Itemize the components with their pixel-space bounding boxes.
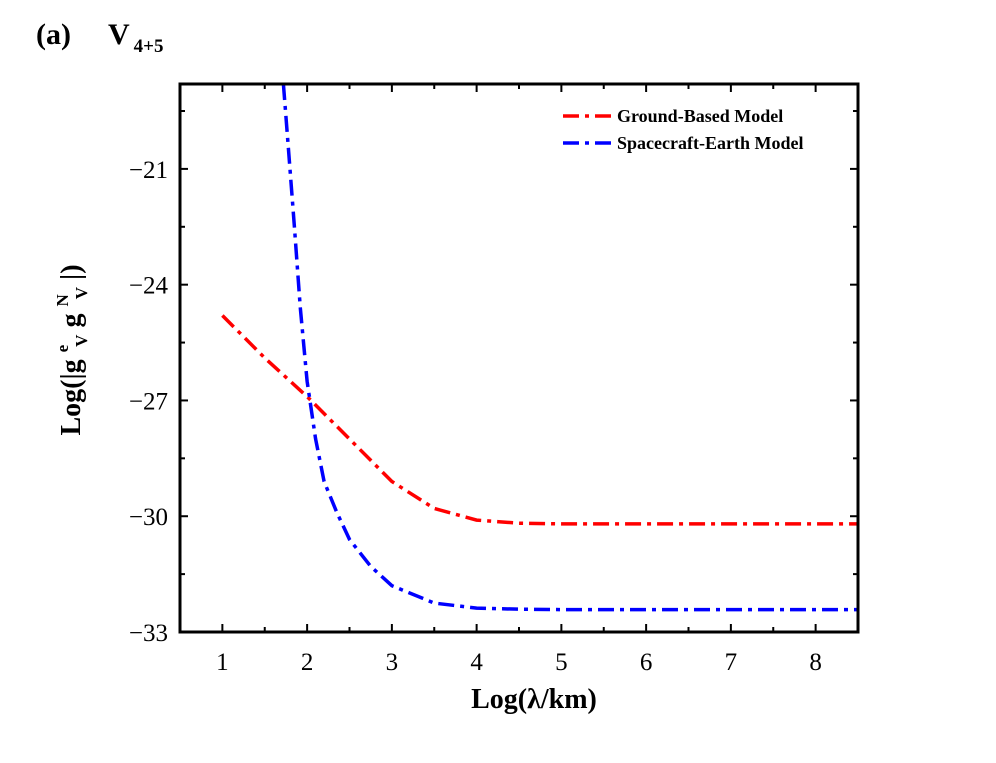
chart-title-main: V bbox=[108, 18, 130, 51]
legend-label-ground: Ground-Based Model bbox=[617, 106, 783, 126]
y-axis-title-sup2: N bbox=[53, 294, 72, 307]
x-tick-label: 2 bbox=[301, 649, 314, 676]
y-axis-title-suffix: |) bbox=[56, 264, 87, 280]
y-tick-label: −27 bbox=[129, 388, 168, 415]
y-axis-title-prefix: Log(|g bbox=[56, 359, 87, 435]
plot-frame bbox=[178, 82, 860, 634]
y-tick-label: −24 bbox=[129, 273, 169, 300]
y-tick-label: −33 bbox=[129, 620, 168, 647]
x-tick-label: 3 bbox=[386, 649, 399, 676]
y-tick-label: −30 bbox=[129, 504, 168, 531]
series-layer bbox=[221, 84, 858, 612]
y-axis-title-sup1: e bbox=[53, 344, 72, 352]
y-axis-title-sub1: V bbox=[72, 334, 91, 347]
y-axis-title-sub2: V bbox=[72, 286, 91, 299]
x-tick-label: 1 bbox=[216, 649, 229, 676]
ticks-layer: 1 2 3 4 5 6 7 8 −21 −24 −27 −30 −33 bbox=[129, 84, 859, 676]
chart-title: V 4+5 bbox=[108, 18, 164, 57]
legend: Ground-Based Model Spacecraft-Earth Mode… bbox=[563, 106, 803, 153]
y-tick-label: −21 bbox=[129, 157, 168, 184]
y-axis-title-mid: g bbox=[56, 314, 87, 328]
x-tick-label: 6 bbox=[640, 649, 653, 676]
x-axis-title: Log(λ/km) bbox=[471, 684, 597, 715]
series-line-ground bbox=[221, 314, 858, 526]
series-line-spacecraft bbox=[281, 84, 858, 612]
panel-label: (a) bbox=[36, 18, 71, 51]
x-tick-label: 8 bbox=[809, 649, 822, 676]
x-tick-label: 4 bbox=[470, 649, 483, 676]
chart-title-subscript: 4+5 bbox=[134, 36, 164, 57]
legend-label-spacecraft: Spacecraft-Earth Model bbox=[617, 133, 803, 153]
x-tick-label: 7 bbox=[725, 649, 738, 676]
y-axis-title: Log(|g e V g N V |) bbox=[44, 264, 94, 435]
x-tick-label: 5 bbox=[555, 649, 568, 676]
